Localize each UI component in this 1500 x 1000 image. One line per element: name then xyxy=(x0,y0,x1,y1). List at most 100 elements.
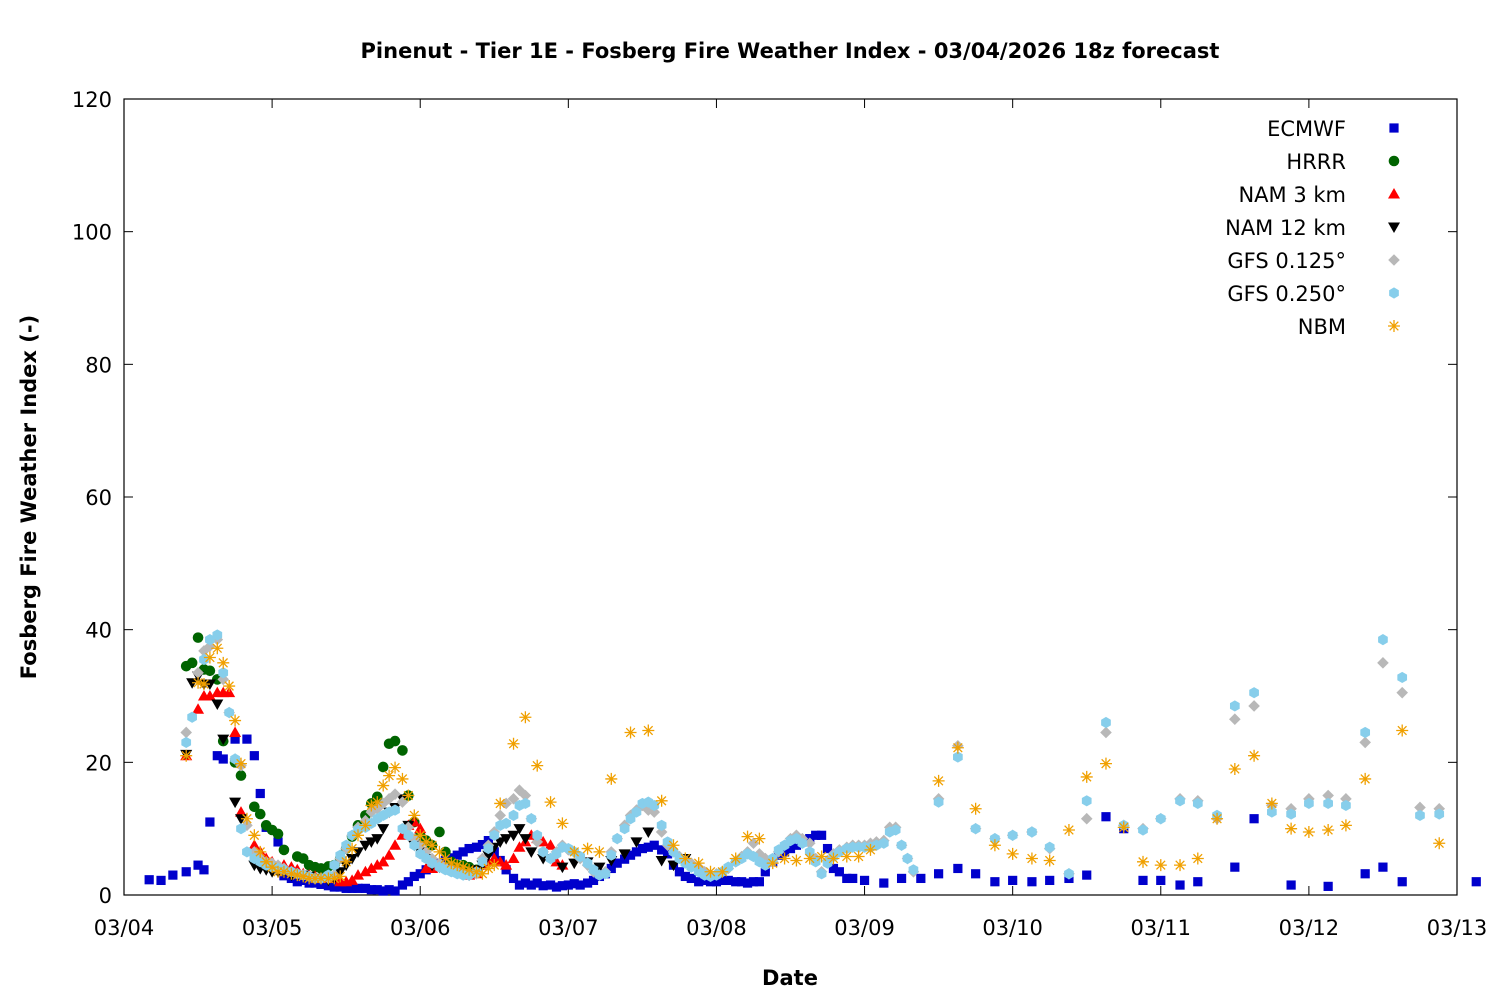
legend-label: HRRR xyxy=(1286,150,1346,174)
data-point xyxy=(545,880,556,890)
data-point xyxy=(1323,797,1333,810)
data-point xyxy=(414,839,427,852)
data-point xyxy=(328,872,341,885)
data-point xyxy=(365,862,378,873)
data-point xyxy=(1137,855,1149,868)
data-point xyxy=(278,844,290,856)
data-point xyxy=(366,885,376,895)
data-point xyxy=(840,850,853,863)
data-point xyxy=(575,850,586,863)
data-point xyxy=(817,830,827,840)
data-point xyxy=(526,880,536,890)
data-point xyxy=(990,877,1000,887)
data-point xyxy=(365,799,378,812)
data-point xyxy=(240,812,253,825)
data-point xyxy=(1249,687,1259,699)
data-point xyxy=(631,847,642,857)
data-point xyxy=(180,749,193,762)
x-tick-label: 03/11 xyxy=(1131,916,1192,940)
data-point xyxy=(723,861,734,873)
data-point xyxy=(248,839,261,850)
data-point xyxy=(811,830,821,840)
data-point xyxy=(674,867,685,877)
data-point xyxy=(631,806,642,818)
data-point xyxy=(507,852,520,864)
data-point xyxy=(1360,869,1370,879)
data-point xyxy=(1286,880,1296,890)
y-tick-label: 120 xyxy=(72,88,112,112)
data-point xyxy=(378,886,388,896)
data-point xyxy=(372,885,382,895)
data-point xyxy=(538,881,548,891)
data-point xyxy=(723,875,733,886)
data-point xyxy=(649,840,659,850)
data-point xyxy=(186,678,199,689)
data-point xyxy=(1027,826,1037,838)
data-point xyxy=(494,855,507,867)
data-point xyxy=(1193,877,1203,887)
data-point xyxy=(556,862,569,874)
data-point xyxy=(1062,823,1075,836)
data-point xyxy=(1080,770,1093,783)
data-point xyxy=(397,880,408,890)
data-point xyxy=(205,634,215,646)
data-point xyxy=(1138,824,1148,836)
data-point xyxy=(1359,736,1371,749)
data-point xyxy=(519,789,532,802)
data-point xyxy=(834,867,844,877)
legend-marker xyxy=(1388,254,1400,266)
data-point xyxy=(384,885,394,895)
data-point xyxy=(520,878,530,888)
data-point xyxy=(377,855,390,867)
legend-marker xyxy=(1388,222,1400,233)
y-tick-label: 0 xyxy=(99,884,112,908)
data-point xyxy=(1138,875,1148,886)
data-point xyxy=(990,833,1000,845)
data-point xyxy=(896,839,907,851)
data-point xyxy=(192,676,205,689)
data-point xyxy=(199,865,209,875)
data-point xyxy=(1267,806,1277,818)
data-point xyxy=(803,852,816,865)
data-point xyxy=(588,875,599,886)
data-point xyxy=(204,640,216,653)
data-point xyxy=(606,863,616,874)
data-point xyxy=(951,741,964,754)
data-point xyxy=(1154,859,1167,872)
data-point xyxy=(193,860,203,870)
data-point xyxy=(551,882,562,892)
data-point xyxy=(871,839,882,851)
data-point xyxy=(879,878,889,888)
data-point xyxy=(397,745,408,756)
data-point xyxy=(1285,822,1298,835)
data-point xyxy=(581,842,594,855)
data-point xyxy=(340,855,353,868)
data-point xyxy=(754,877,764,887)
data-point xyxy=(1397,671,1408,684)
data-point xyxy=(556,817,569,830)
data-point xyxy=(445,857,458,870)
data-point xyxy=(618,849,631,860)
data-point xyxy=(1396,724,1409,737)
data-point xyxy=(242,846,252,858)
y-axis: 0 20 40 60 80 100 120 xyxy=(72,88,1457,908)
data-point xyxy=(859,875,870,886)
x-tick-label: 03/04 xyxy=(94,916,155,940)
data-point xyxy=(203,690,216,701)
data-point xyxy=(403,877,413,887)
data-point xyxy=(409,871,419,882)
data-point xyxy=(508,873,519,884)
legend-label: NAM 12 km xyxy=(1225,216,1346,240)
data-point xyxy=(1156,875,1166,886)
data-point xyxy=(827,852,840,865)
data-point xyxy=(520,797,531,810)
data-point xyxy=(249,751,259,761)
series-ecmwf xyxy=(144,734,1481,896)
data-point xyxy=(519,834,532,845)
data-point xyxy=(260,855,273,868)
data-point xyxy=(420,835,433,848)
data-point xyxy=(525,847,538,858)
data-point xyxy=(476,867,489,880)
data-point xyxy=(383,849,396,860)
